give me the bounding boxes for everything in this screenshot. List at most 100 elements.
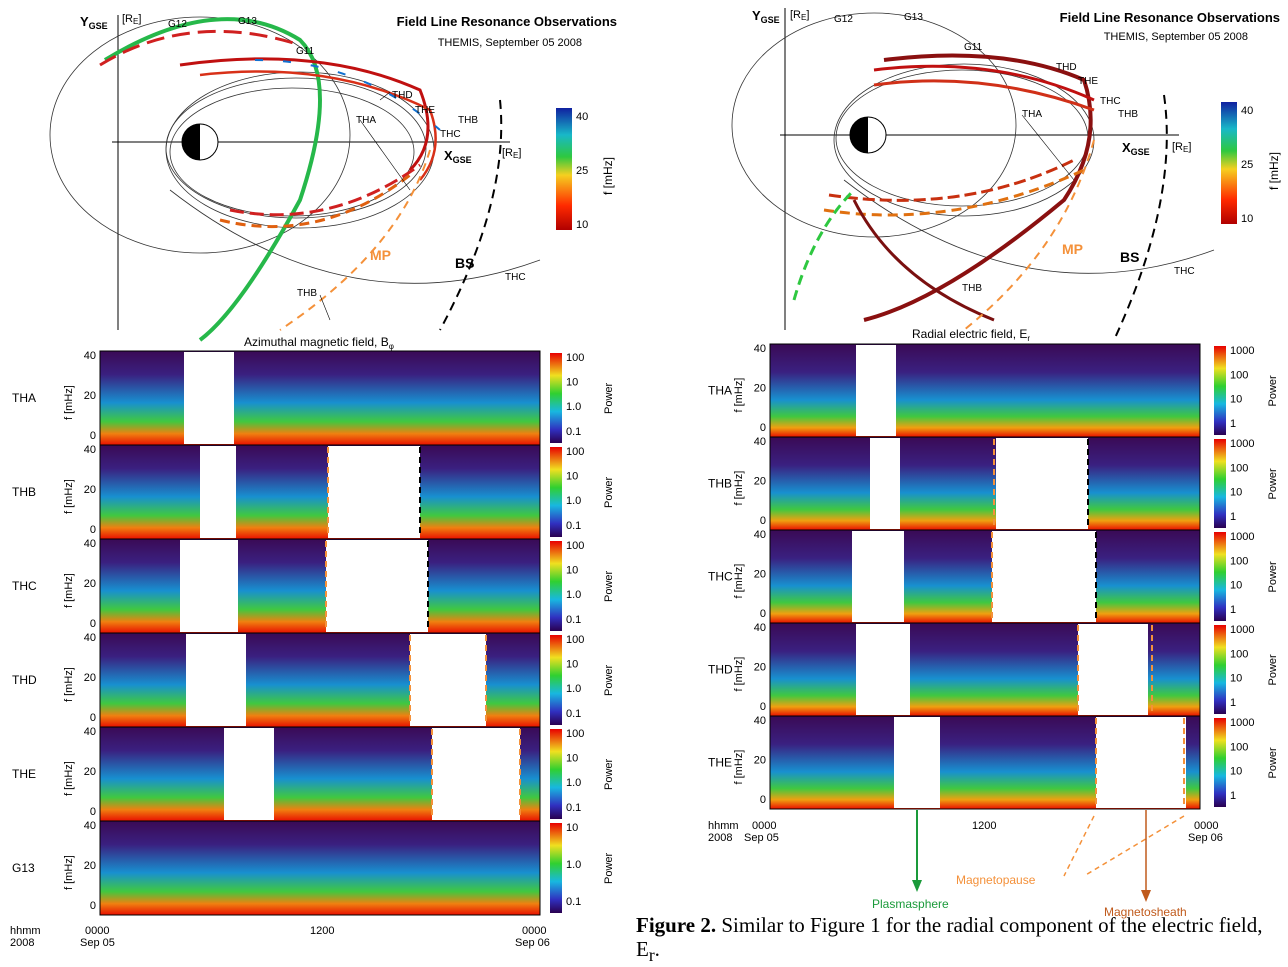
power-colorbar [1214, 439, 1226, 528]
data-gap [200, 446, 236, 538]
label-thd: THD [392, 90, 413, 101]
power-cb-tick: 1.0 [566, 589, 581, 601]
power-cb-tick: 100 [566, 728, 584, 740]
spectrogram-image [99, 538, 541, 634]
power-cb-label: Power [1267, 654, 1279, 686]
xaxis-t1: 1200 [972, 820, 996, 832]
spectrogram-image [769, 529, 1201, 624]
power-cb-tick: 1000 [1230, 345, 1254, 357]
panel-ytick: 20 [84, 672, 96, 684]
orbit-x-label: XGSE [444, 148, 472, 165]
spectrogram-image [769, 436, 1201, 531]
orbit-subtitle: THEMIS, September 05 2008 [1104, 31, 1248, 43]
xaxis-t0: 0000 [752, 820, 776, 832]
panel-ytick: 40 [754, 622, 766, 634]
orbit-title: Field Line Resonance Observations [1060, 10, 1280, 25]
data-gap [410, 634, 486, 726]
figure-1: YGSE [RE] G12 G13 G11 THD THE THC THB TH… [0, 0, 644, 952]
power-colorbar [1214, 346, 1226, 435]
label-thc-lower: THC [505, 272, 526, 283]
data-gap [224, 728, 274, 820]
power-colorbar [550, 447, 562, 537]
power-cb-tick: 1 [1230, 511, 1236, 523]
panel-ytick: 0 [760, 608, 766, 620]
power-colorbar [550, 823, 562, 913]
power-cb-tick: 0.1 [566, 520, 581, 532]
panel-ytick: 0 [760, 701, 766, 713]
panel-ytick: 0 [90, 712, 96, 724]
orbit-title: Field Line Resonance Observations [397, 14, 617, 29]
label-the: THE [1078, 76, 1098, 87]
power-cb-tick: 100 [566, 446, 584, 458]
data-gap [992, 531, 1096, 622]
panel-ylabel: f [mHz] [63, 385, 75, 420]
power-colorbar [550, 353, 562, 443]
xaxis-year: 2008 [10, 937, 34, 949]
panel-ytick: 20 [754, 662, 766, 674]
orbit-y-label: YGSE [80, 14, 108, 31]
panel-ylabel: f [mHz] [733, 657, 745, 692]
power-cb-tick: 100 [566, 634, 584, 646]
power-cb-tick: 0.1 [566, 896, 581, 908]
xaxis-d2: Sep 06 [1188, 832, 1223, 844]
plasmasphere-arrowhead [912, 880, 922, 892]
spectrogram-panel-tha: THA f [mHz] 40 20 0 100 10 1.0 0.1 Power [12, 350, 615, 446]
power-cb-tick: 10 [1230, 394, 1242, 406]
power-cb-label: Power [603, 570, 615, 602]
data-gap [432, 728, 520, 820]
orbit-cb-tick: 25 [1241, 159, 1253, 171]
data-gap [326, 540, 428, 632]
orbit-cb-tick: 40 [576, 111, 588, 123]
power-cb-label: Power [1267, 561, 1279, 593]
figure-2: YGSE [RE] G12 G13 G11 THD THE THC THB TH… [644, 0, 1288, 952]
label-g13: G13 [238, 16, 257, 27]
power-cb-tick: 0.1 [566, 614, 581, 626]
spectrogram-panel-thc: THC f [mHz] 40 20 0 1000 100 10 1 Power [708, 529, 1279, 624]
panel-name: THE [708, 756, 732, 770]
caption-label: Figure 2. [636, 913, 717, 937]
panel-name: THC [12, 579, 37, 593]
label-g13: G13 [904, 12, 923, 23]
annotation-magnetosheath: Magnetosheath [1104, 905, 1187, 919]
xaxis-year: 2008 [708, 832, 732, 844]
panel-ytick: 0 [760, 794, 766, 806]
label-bs: BS [455, 255, 474, 271]
xaxis-t1: 1200 [310, 925, 334, 937]
power-cb-tick: 10 [1230, 487, 1242, 499]
caption-text: Similar to Figure 1 for the radial compo… [636, 913, 1263, 961]
xaxis-t2: 0000 [522, 925, 546, 937]
label-bs: BS [1120, 249, 1139, 265]
power-cb-tick: 1.0 [566, 683, 581, 695]
xaxis-hhmm: hhmm [708, 820, 739, 832]
spectrogram-image [99, 350, 541, 446]
label-thc: THC [1100, 96, 1121, 107]
annotation-magnetopause: Magnetopause [956, 873, 1036, 887]
panel-ytick: 40 [84, 820, 96, 832]
spectrogram-panel-thd: THD f [mHz] 40 20 0 1000 100 10 1 Power [708, 622, 1279, 717]
orbit-plot [731, 8, 1215, 341]
power-cb-label: Power [603, 476, 615, 508]
panel-ytick: 0 [90, 430, 96, 442]
orbit-cb-tick: 10 [1241, 213, 1253, 225]
orbit-x-label: XGSE [1122, 140, 1150, 157]
xaxis-d0: Sep 05 [80, 937, 115, 949]
spectrogram-panel-the: THE f [mHz] 40 20 0 100 10 1.0 0.1 Power [12, 726, 615, 822]
power-cb-tick: 10 [566, 377, 578, 389]
panel-ytick: 40 [84, 726, 96, 738]
data-gap [328, 446, 420, 538]
panel-ytick: 20 [754, 383, 766, 395]
orbit-y-label: YGSE [752, 8, 780, 25]
power-colorbar [1214, 532, 1226, 621]
power-cb-label: Power [603, 852, 615, 884]
orbit-cb-label: f [mHz] [1267, 152, 1281, 190]
panel-ylabel: f [mHz] [63, 573, 75, 608]
power-cb-tick: 1.0 [566, 859, 581, 871]
panel-ylabel: f [mHz] [63, 667, 75, 702]
power-cb-tick: 0.1 [566, 708, 581, 720]
power-cb-tick: 1000 [1230, 717, 1254, 729]
panel-ytick: 40 [754, 529, 766, 541]
power-cb-tick: 100 [1230, 462, 1248, 474]
label-g11: G11 [296, 46, 315, 57]
power-cb-tick: 10 [566, 659, 578, 671]
power-cb-tick: 1 [1230, 790, 1236, 802]
